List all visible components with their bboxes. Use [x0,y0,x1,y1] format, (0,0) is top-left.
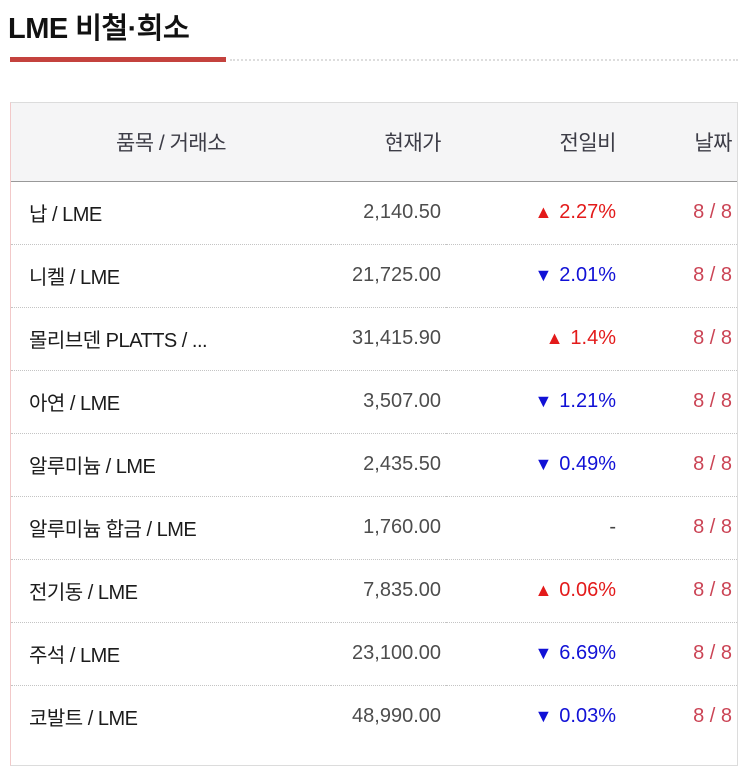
price-date: 8 / 8 [693,453,732,475]
current-price: 2,140.50 [363,201,441,223]
price-date: 8 / 8 [693,264,732,286]
title-underline-dotted-rule [230,58,738,61]
metals-table-body: 납 / LME 2,140.50 ▲ 2.27% 8 / 8 니켈 / LME 2… [11,181,737,748]
metal-price-row[interactable]: 아연 / LME 3,507.00 ▼ 1.21% 8 / 8 [11,369,737,433]
metal-name[interactable]: 알루미늄 합금 / LME [29,519,197,541]
change-direction-icon: ▼ [534,391,553,411]
change-cell: ▼ 2.01% [446,243,618,307]
metal-name[interactable]: 주석 / LME [29,645,120,667]
table-header: 품목 / 거래소 현재가 전일비 날짜 [11,103,737,182]
change-percent: 0.06% [559,579,616,601]
page-title: LME 비철·희소 [8,13,190,45]
current-price: 21,725.00 [352,264,441,286]
metal-price-row[interactable]: 알루미늄 합금 / LME 1,760.00 - 8 / 8 [11,495,737,559]
metal-price-row[interactable]: 코발트 / LME 48,990.00 ▼ 0.03% 8 / 8 [11,684,737,748]
price-date: 8 / 8 [693,201,732,223]
change-direction-icon: ▼ [534,706,553,727]
title-underline-accent [10,57,226,62]
price-date: 8 / 8 [693,579,732,601]
current-price: 23,100.00 [352,642,441,664]
current-price: 31,415.90 [352,327,441,349]
lme-metals-widget: LME 비철·희소 품목 / 거래소 현재가 전일비 날짜 납 / LME 2,… [8,13,738,766]
change-direction-icon: ▲ [534,580,553,600]
price-date: 8 / 8 [693,390,732,412]
current-price: 2,435.50 [363,453,441,475]
change-percent: 1.21% [559,390,616,412]
change-cell: ▲ 2.27% [446,181,618,244]
metal-name[interactable]: 몰리브덴 PLATTS / ... [29,330,208,352]
change-direction-icon: ▲ [534,202,553,222]
change-direction-icon: ▼ [534,454,553,474]
change-cell: ▼ 1.21% [446,369,618,433]
price-date: 8 / 8 [693,516,732,538]
table-header-row: 품목 / 거래소 현재가 전일비 날짜 [11,103,737,182]
change-percent: 2.27% [559,201,616,223]
metal-price-row[interactable]: 몰리브덴 PLATTS / ... 31,415.90 ▲ 1.4% 8 / 8 [11,306,737,370]
change-direction-icon: ▲ [545,328,564,348]
price-date: 8 / 8 [693,327,732,349]
current-price: 7,835.00 [363,579,441,601]
change-cell: ▲ 0.06% [446,558,618,622]
metal-price-row[interactable]: 주석 / LME 23,100.00 ▼ 6.69% 8 / 8 [11,621,737,685]
current-price: 1,760.00 [363,516,441,538]
metal-price-row[interactable]: 니켈 / LME 21,725.00 ▼ 2.01% 8 / 8 [11,243,737,307]
column-header-current-price: 현재가 [331,103,446,182]
change-cell: ▲ 1.4% [446,306,618,370]
metal-price-row[interactable]: 전기동 / LME 7,835.00 ▲ 0.06% 8 / 8 [11,558,737,622]
change-cell: ▼ 6.69% [446,621,618,685]
metal-name[interactable]: 전기동 / LME [29,582,138,604]
change-direction-icon: ▼ [534,265,553,285]
current-price: 3,507.00 [363,390,441,412]
change-percent: 0.03% [559,705,616,728]
metal-price-row[interactable]: 알루미늄 / LME 2,435.50 ▼ 0.49% 8 / 8 [11,432,737,496]
change-cell: ▼ 0.49% [446,432,618,496]
change-percent: 2.01% [559,264,616,286]
metal-name[interactable]: 납 / LME [29,204,102,226]
column-header-date: 날짜 [618,103,737,182]
metals-price-table: 품목 / 거래소 현재가 전일비 날짜 납 / LME 2,140.50 ▲ 2.… [11,103,737,748]
change-direction-icon: ▼ [534,643,553,663]
price-date: 8 / 8 [693,642,732,664]
column-header-daily-change: 전일비 [446,103,618,182]
metals-price-table-container: 품목 / 거래소 현재가 전일비 날짜 납 / LME 2,140.50 ▲ 2.… [10,102,738,766]
change-percent: 1.4% [570,327,616,349]
change-percent: - [609,516,616,538]
current-price: 48,990.00 [352,705,441,728]
metal-name[interactable]: 알루미늄 / LME [29,456,156,478]
price-date: 8 / 8 [693,705,732,728]
metal-name[interactable]: 니켈 / LME [29,267,120,289]
change-cell: ▼ 0.03% [446,684,618,748]
title-underline [10,57,738,62]
change-percent: 6.69% [559,642,616,664]
change-percent: 0.49% [559,453,616,475]
metal-name[interactable]: 코발트 / LME [29,708,138,731]
metal-name[interactable]: 아연 / LME [29,393,120,415]
metal-price-row[interactable]: 납 / LME 2,140.50 ▲ 2.27% 8 / 8 [11,181,737,244]
column-header-item-exchange: 품목 / 거래소 [11,103,331,182]
change-cell: - [446,495,618,559]
